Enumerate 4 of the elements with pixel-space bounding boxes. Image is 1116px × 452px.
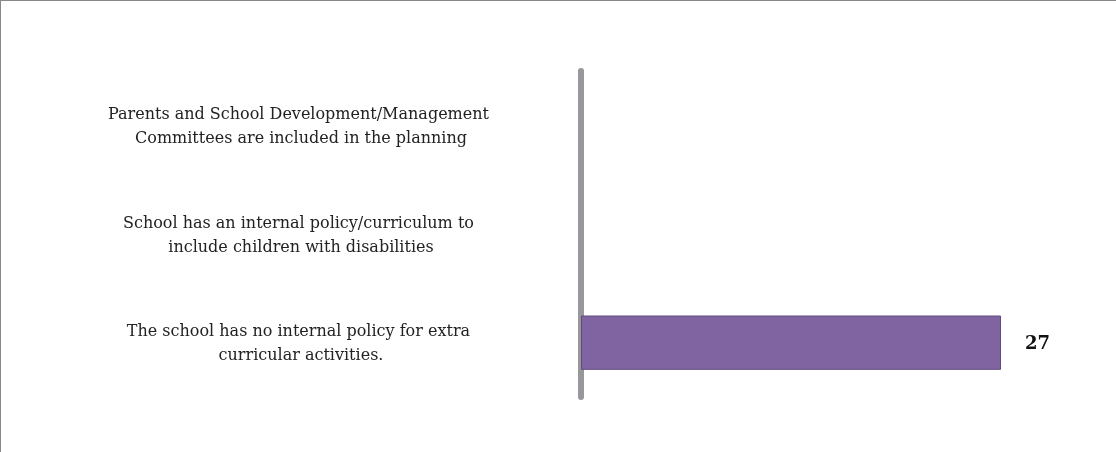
data-label: 27 bbox=[1025, 332, 1051, 354]
y-tick-label: Parents and School Development/Management Committees are included in the planning bbox=[107, 103, 495, 147]
y-tick-label: School has an internal policy/curriculum to include children with disabilities bbox=[122, 212, 480, 256]
y-tick-label: The school has no internal policy for extra curricular activities. bbox=[126, 321, 476, 365]
